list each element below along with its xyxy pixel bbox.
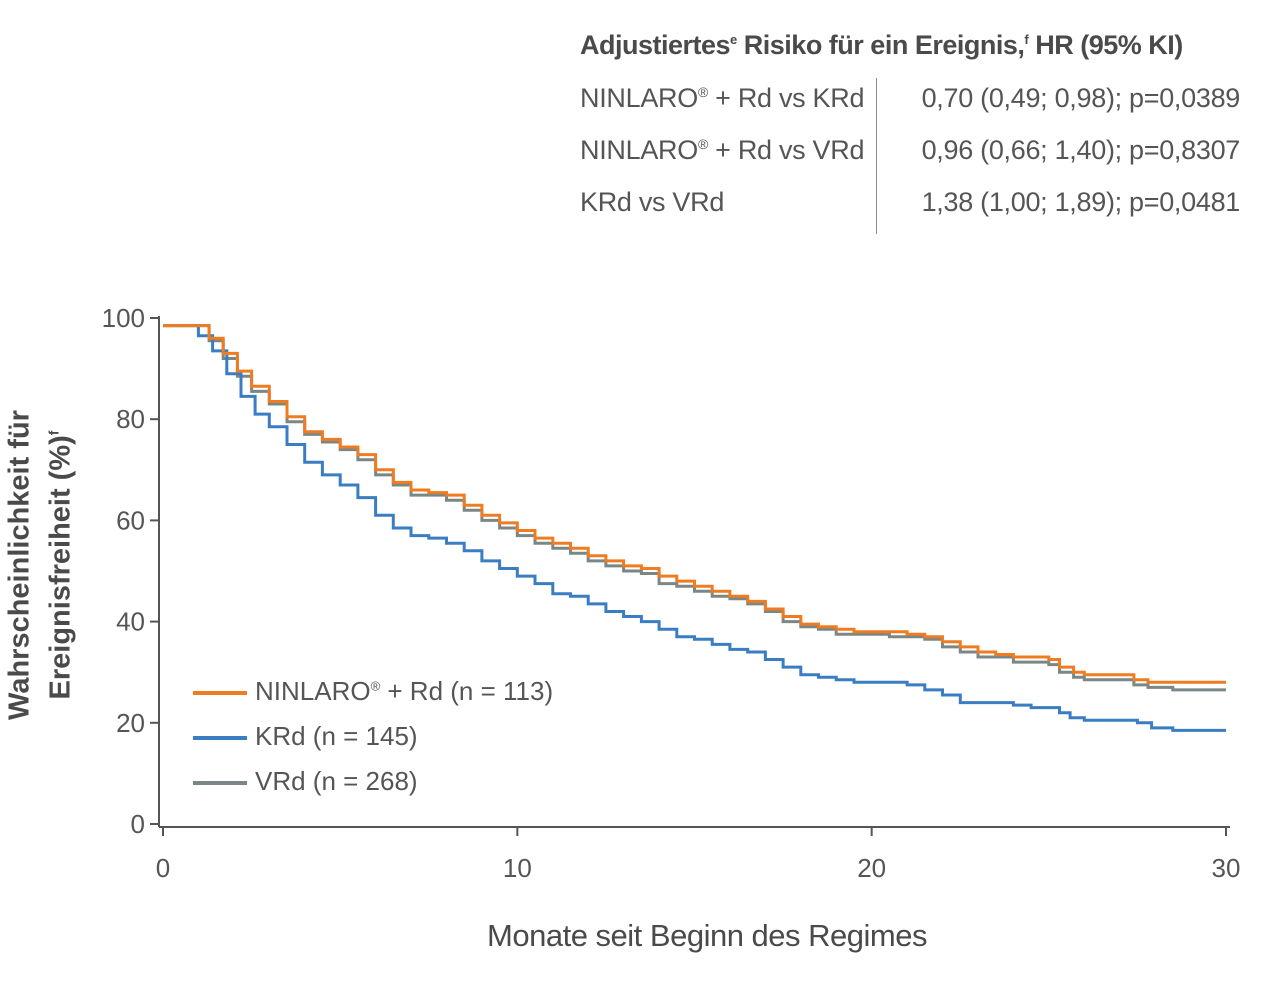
- hr-row-ninlaro-vs-vrd: NINLARO® + Rd vs VRd 0,96 (0,66; 1,40); …: [580, 127, 1240, 179]
- hazard-ratio-table: Adjustiertese Risiko für ein Ereignis,f …: [580, 30, 1240, 234]
- hr-row-label: NINLARO® + Rd vs KRd: [580, 83, 865, 113]
- hr-row-label: KRd vs VRd: [580, 187, 725, 217]
- x-tick-label: 30: [1212, 853, 1241, 883]
- x-tick-label: 10: [503, 853, 532, 883]
- legend-swatch: [193, 781, 247, 785]
- hr-row-ninlaro-vs-krd: NINLARO® + Rd vs KRd 0,70 (0,49; 0,98); …: [580, 75, 1240, 127]
- x-axis-title: Monate seit Beginn des Regimes: [487, 918, 927, 953]
- hr-row-value: 1,38 (1,00; 1,89); p=0,0481: [921, 187, 1241, 217]
- x-tick-label: 0: [156, 853, 170, 883]
- x-tick-label: 20: [857, 853, 886, 883]
- hr-table-divider: [876, 78, 877, 234]
- chart-axes: [158, 316, 1230, 828]
- y-tick-label: 60: [116, 505, 145, 535]
- hr-row-label: NINLARO® + Rd vs VRd: [580, 135, 865, 165]
- y-tick-label: 0: [131, 809, 145, 839]
- hr-row-value: 0,70 (0,49; 0,98); p=0,0389: [921, 83, 1241, 113]
- y-tick-label: 20: [116, 708, 145, 738]
- chart-series-layer: [163, 324, 1226, 732]
- legend-swatch: [193, 736, 247, 740]
- legend-swatch: [193, 691, 247, 695]
- y-tick-label: 40: [116, 607, 145, 637]
- legend-label: VRd (n = 268): [255, 766, 418, 796]
- chart-ticks-layer: 0 20 40 60 80 100 0 10 20 30: [102, 303, 1241, 883]
- y-tick-label: 100: [102, 303, 145, 333]
- legend-label: NINLARO® + Rd (n = 113): [255, 676, 554, 706]
- hr-table-title: Adjustiertese Risiko für ein Ereignis,f …: [580, 30, 1183, 60]
- hr-row-value: 0,96 (0,66; 1,40); p=0,8307: [921, 135, 1241, 165]
- hr-row-krd-vs-vrd: KRd vs VRd 1,38 (1,00; 1,89); p=0,0481: [580, 179, 1240, 231]
- series-line-1: [163, 324, 1226, 732]
- series-line-0: [163, 324, 1226, 684]
- y-tick-label: 80: [116, 404, 145, 434]
- y-axis-title: Wahrscheinlichkeit für Ereignisfreiheit …: [3, 410, 77, 720]
- series-line-2: [163, 324, 1226, 692]
- legend-label: KRd (n = 145): [255, 721, 418, 751]
